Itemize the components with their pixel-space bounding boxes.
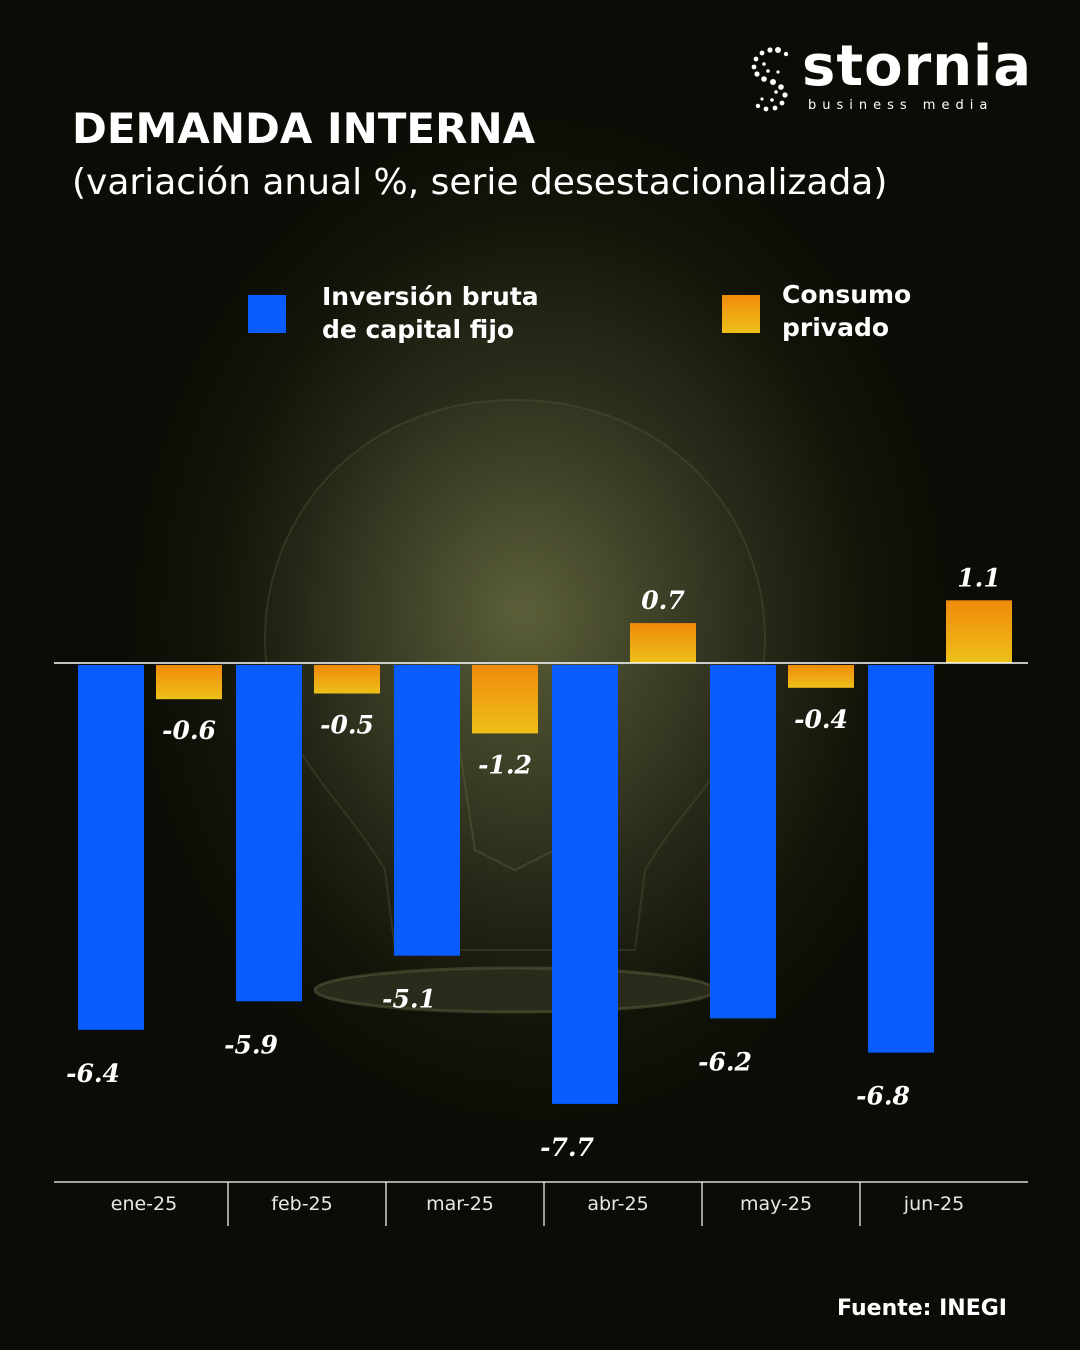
bar-consumo-ene-25 [156,665,222,700]
value-label-consumo-jun-25: 1.1 [957,563,1001,592]
x-tick-label-feb-25: feb-25 [271,1193,332,1215]
legend-label-consumo: Consumo privado [782,278,1042,344]
value-label-consumo-feb-25: -0.5 [320,711,374,740]
legend-label-inversion-line1: Inversión bruta [322,282,539,311]
x-tick-label-ene-25: ene-25 [111,1193,177,1215]
x-tick-label-mar-25: mar-25 [426,1193,494,1215]
legend-swatch-consumo [722,295,760,333]
bar-consumo-mar-25 [472,665,538,734]
x-tick-label-jun-25: jun-25 [903,1193,964,1215]
bar-inversion-may-25 [710,665,776,1019]
x-tick-label-abr-25: abr-25 [587,1193,648,1215]
value-label-inversion-may-25: -6.2 [698,1047,752,1076]
bar-inversion-mar-25 [394,665,460,956]
x-tick-label-may-25: may-25 [740,1193,812,1215]
legend-label-consumo-line1: Consumo [782,280,912,309]
brand-name: stornia [802,34,1033,99]
value-label-inversion-abr-25: -7.7 [540,1133,594,1162]
legend-swatch-inversion [248,295,286,333]
bar-inversion-jun-25 [868,665,934,1053]
value-label-consumo-abr-25: 0.7 [641,586,685,615]
legend-label-inversion: Inversión bruta de capital fijo [322,280,582,346]
bar-inversion-feb-25 [236,665,302,1002]
value-label-consumo-ene-25: -0.6 [162,716,216,745]
value-label-inversion-mar-25: -5.1 [382,985,436,1014]
brand-logo: stornia business media [748,34,1038,120]
value-label-inversion-jun-25: -6.8 [856,1082,910,1111]
legend-label-consumo-line2: privado [782,313,890,342]
legend-label-inversion-line2: de capital fijo [322,315,515,344]
bar-consumo-abr-25 [630,623,696,663]
stornia-logo-icon [751,47,789,112]
bar-inversion-ene-25 [78,665,144,1030]
bar-consumo-feb-25 [314,665,380,694]
bar-inversion-abr-25 [552,665,618,1104]
value-label-consumo-mar-25: -1.2 [478,750,532,779]
value-label-consumo-may-25: -0.4 [794,705,848,734]
value-label-inversion-feb-25: -5.9 [224,1030,278,1059]
brand-tagline: business media [808,98,994,113]
source-note: Fuente: INEGI [837,1296,1007,1321]
chart-title: DEMANDA INTERNA [72,104,536,153]
chart-subtitle: (variación anual %, serie desestacionali… [72,162,888,203]
value-label-inversion-ene-25: -6.4 [66,1059,120,1088]
bar-consumo-may-25 [788,665,854,688]
bar-consumo-jun-25 [946,600,1012,663]
